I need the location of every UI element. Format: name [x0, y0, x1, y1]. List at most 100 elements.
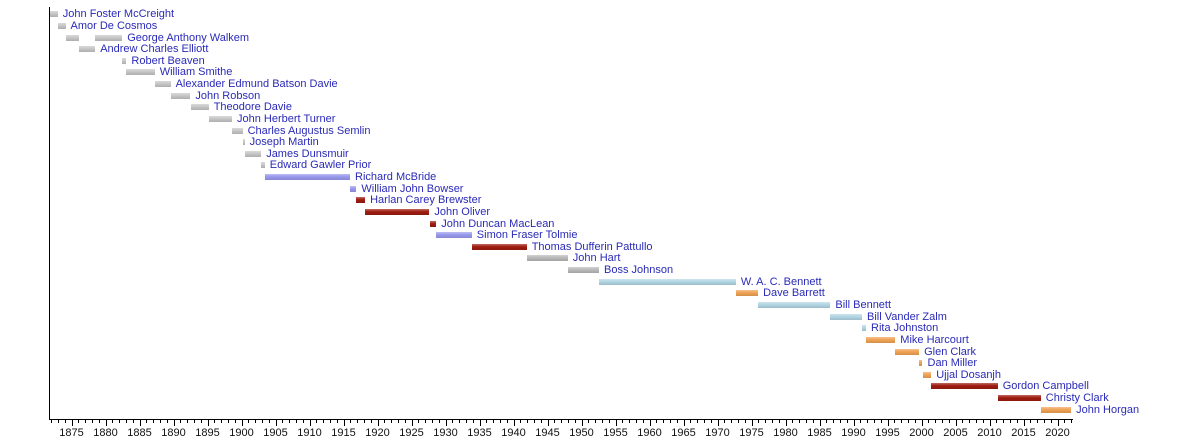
term-bar: [471, 243, 527, 250]
axis-minor-tick: [901, 420, 903, 423]
axis-major-tick: [717, 420, 719, 426]
axis-minor-tick: [608, 420, 610, 423]
axis-minor-tick: [357, 420, 359, 423]
axis-minor-tick: [146, 420, 148, 423]
axis-minor-tick: [622, 420, 624, 423]
axis-tick-label: 1880: [93, 427, 118, 438]
axis-tick-label: 1955: [603, 427, 628, 438]
term-bar: [232, 127, 243, 134]
axis-major-tick: [377, 420, 379, 426]
axis-minor-tick: [486, 420, 488, 423]
y-axis-line: [49, 7, 50, 419]
premier-name-label: Simon Fraser Tolmie: [476, 229, 578, 242]
axis-minor-tick: [703, 420, 705, 423]
axis-major-tick: [1057, 420, 1059, 426]
axis-minor-tick: [64, 420, 66, 423]
axis-major-tick: [139, 420, 141, 426]
axis-minor-tick: [78, 420, 80, 423]
term-bar: [997, 395, 1041, 401]
axis-tick-label: 1905: [263, 427, 288, 438]
term-bar: [526, 255, 568, 262]
term-bar: [126, 69, 155, 76]
premier-name-label: Harlan Carey Brewster: [370, 194, 482, 207]
axis-minor-tick: [431, 420, 433, 423]
axis-minor-tick: [737, 420, 739, 423]
axis-tick-label: 1910: [297, 427, 322, 438]
axis-minor-tick: [996, 420, 998, 423]
axis-minor-tick: [465, 420, 467, 423]
axis-tick-label: 1940: [501, 427, 526, 438]
axis-minor-tick: [982, 420, 984, 423]
axis-major-tick: [479, 420, 481, 426]
premier-name-label: Rita Johnston: [871, 322, 939, 335]
term-bar: [365, 208, 430, 215]
axis-minor-tick: [928, 420, 930, 423]
axis-minor-tick: [221, 420, 223, 423]
axis-tick-label: 1895: [195, 427, 220, 438]
axis-minor-tick: [758, 420, 760, 423]
axis-minor-tick: [153, 420, 155, 423]
premier-name-label: William Smithe: [159, 66, 233, 79]
axis-tick-label: 1990: [841, 427, 866, 438]
axis-minor-tick: [493, 420, 495, 423]
axis-minor-tick: [839, 420, 841, 423]
axis-major-tick: [547, 420, 549, 426]
axis-major-tick: [955, 420, 957, 426]
axis-tick-label: 2020: [1045, 427, 1070, 438]
axis-minor-tick: [690, 420, 692, 423]
axis-minor-tick: [778, 420, 780, 423]
axis-major-tick: [751, 420, 753, 426]
axis-tick-label: 1925: [399, 427, 424, 438]
axis-minor-tick: [629, 420, 631, 423]
premier-name-label: Alexander Edmund Batson Davie: [175, 78, 338, 90]
axis-minor-tick: [282, 420, 284, 423]
axis-minor-tick: [833, 420, 835, 423]
axis-minor-tick: [336, 420, 338, 423]
axis-minor-tick: [391, 420, 393, 423]
axis-minor-tick: [1071, 420, 1073, 423]
axis-minor-tick: [765, 420, 767, 423]
term-bar: [242, 139, 245, 146]
premier-name-label: John Robson: [195, 89, 261, 102]
axis-major-tick: [819, 420, 821, 426]
term-bar: [830, 313, 862, 320]
term-bar: [264, 174, 351, 180]
term-bar: [244, 150, 262, 157]
term-bar: [356, 197, 365, 204]
axis-minor-tick: [771, 420, 773, 423]
axis-tick-label: 1935: [467, 427, 492, 438]
axis-major-tick: [173, 420, 175, 426]
axis-tick-label: 1960: [637, 427, 662, 438]
axis-minor-tick: [969, 420, 971, 423]
axis-minor-tick: [533, 420, 535, 423]
term-bar: [208, 115, 232, 122]
axis-minor-tick: [540, 420, 542, 423]
axis-major-tick: [615, 420, 617, 426]
axis-minor-tick: [975, 420, 977, 423]
term-bar: [1040, 406, 1072, 413]
axis-minor-tick: [635, 420, 637, 423]
premier-name-label: Ujjal Dosanjh: [936, 368, 1001, 381]
axis-minor-tick: [85, 420, 87, 423]
premier-name-label: George Anthony Walkem: [127, 31, 250, 44]
term-bar: [599, 278, 736, 285]
axis-minor-tick: [595, 420, 597, 423]
axis-major-tick: [275, 420, 277, 426]
axis-minor-tick: [846, 420, 848, 423]
axis-tick-label: 1885: [127, 427, 152, 438]
axis-minor-tick: [132, 420, 134, 423]
term-bar: [567, 267, 599, 274]
premier-name-label: Boss Johnson: [604, 264, 674, 277]
axis-tick-label: 1930: [433, 427, 458, 438]
axis-minor-tick: [200, 420, 202, 423]
premier-name-label: W. A. C. Bennett: [740, 275, 822, 288]
axis-minor-tick: [826, 420, 828, 423]
premier-name-label: Bill Bennett: [835, 298, 892, 311]
axis-minor-tick: [397, 420, 399, 423]
axis-tick-label: 1900: [229, 427, 254, 438]
axis-tick-label: 1945: [535, 427, 560, 438]
axis-minor-tick: [567, 420, 569, 423]
axis-minor-tick: [295, 420, 297, 423]
premier-name-label: Thomas Dufferin Pattullo: [531, 240, 653, 253]
